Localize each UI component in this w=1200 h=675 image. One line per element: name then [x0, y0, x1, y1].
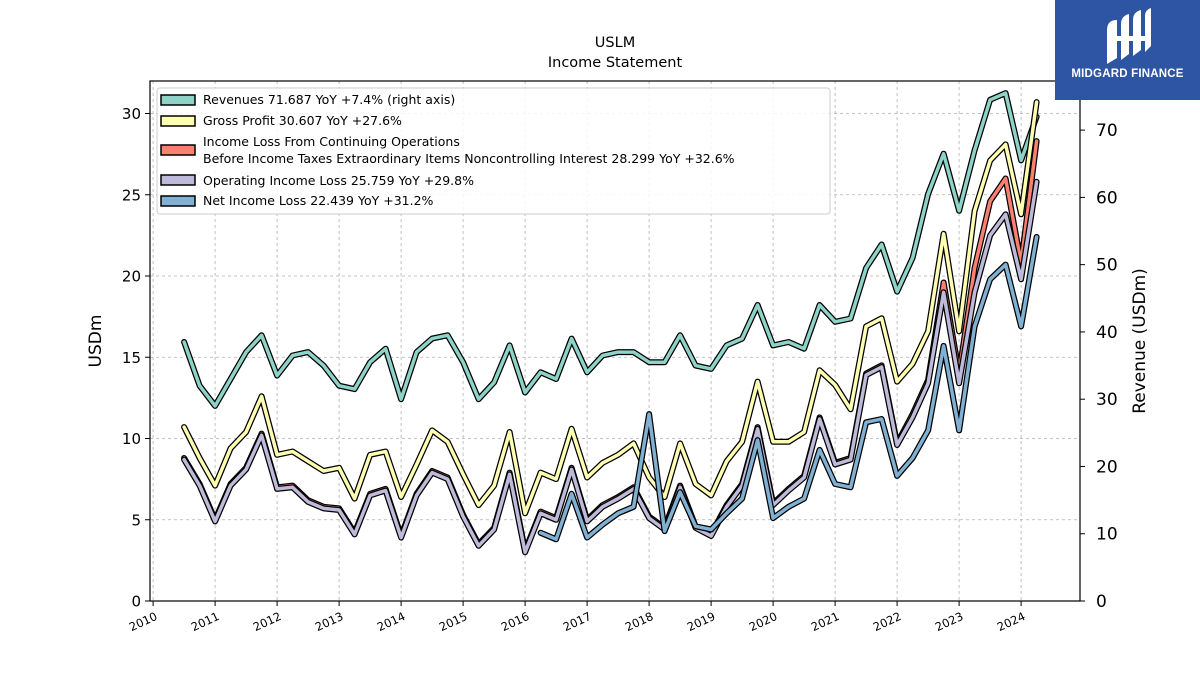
- x-tick-label: 2015: [437, 609, 469, 634]
- chart-subtitle: Income Statement: [548, 55, 683, 71]
- y-tick-label: 15: [122, 349, 141, 367]
- legend-label-4: Net Income Loss 22.439 YoY +31.2%: [203, 193, 434, 208]
- y-tick-label: 5: [131, 511, 141, 529]
- midgard-finance-logo: MIDGARD FINANCE: [1055, 0, 1200, 100]
- x-tick-label: 2018: [623, 609, 655, 634]
- y2-tick-label: 60: [1096, 188, 1118, 208]
- y-tick-label: 25: [122, 186, 141, 204]
- y-axis-label: USDm: [86, 315, 106, 368]
- x-tick-label: 2010: [127, 609, 159, 634]
- y2-tick-label: 10: [1096, 525, 1118, 545]
- y-tick-label: 30: [122, 105, 141, 123]
- plot-frame: [149, 80, 1081, 602]
- chart-title: USLM: [595, 35, 635, 51]
- y2-tick-label: 20: [1096, 457, 1118, 477]
- series-line-0: [182, 91, 1039, 408]
- x-tick-label: 2011: [189, 609, 221, 634]
- y2-axis-label: Revenue (USDm): [1130, 268, 1150, 414]
- series-line-4: [538, 235, 1039, 542]
- y2-tick-label: 30: [1096, 390, 1118, 410]
- x-tick-label: 2014: [375, 609, 407, 634]
- legend-swatch-0: [160, 94, 196, 106]
- y2-tick-label: 50: [1096, 256, 1118, 276]
- legend: Revenues 71.687 YoY +7.4% (right axis) Gr…: [156, 87, 831, 215]
- legend-box: [156, 87, 831, 215]
- x-tick-label: 2024: [995, 609, 1027, 634]
- x-tick-label: 2016: [499, 609, 531, 634]
- legend-label-2: Income Loss From Continuing Operations Be…: [203, 134, 735, 166]
- legend-swatch-3: [160, 174, 196, 186]
- y2-tick-label: 70: [1096, 121, 1118, 141]
- x-tick-label: 2017: [561, 609, 593, 634]
- y-tick-label: 0: [131, 593, 141, 611]
- brand-name: MIDGARD FINANCE: [1071, 68, 1184, 80]
- x-tick-label: 2022: [871, 609, 903, 634]
- x-tick-label: 2020: [747, 609, 779, 634]
- x-tick-label: 2019: [685, 609, 717, 634]
- x-tick-label: 2023: [933, 609, 965, 634]
- x-tick-label: 2013: [313, 609, 345, 634]
- legend-label-0: Revenues 71.687 YoY +7.4% (right axis): [203, 92, 455, 107]
- midgard-logo-icon: [1107, 8, 1151, 64]
- y-tick-label: 20: [122, 268, 141, 286]
- x-tick-label: 2012: [251, 609, 283, 634]
- x-tick-label: 2021: [809, 609, 841, 634]
- legend-label-1: Gross Profit 30.607 YoY +27.6%: [203, 113, 402, 128]
- series-line-1: [182, 100, 1039, 516]
- y2-tick-label: 40: [1096, 323, 1118, 343]
- legend-swatch-4: [160, 195, 196, 207]
- series-lines: [181, 90, 1040, 556]
- legend-swatch-2: [160, 144, 196, 156]
- series-line-3: [182, 180, 1039, 555]
- legend-label-3: Operating Income Loss 25.759 YoY +29.8%: [203, 173, 474, 188]
- legend-swatch-1: [160, 115, 196, 127]
- y2-tick-label: 0: [1096, 592, 1107, 612]
- y-tick-label: 10: [122, 430, 141, 448]
